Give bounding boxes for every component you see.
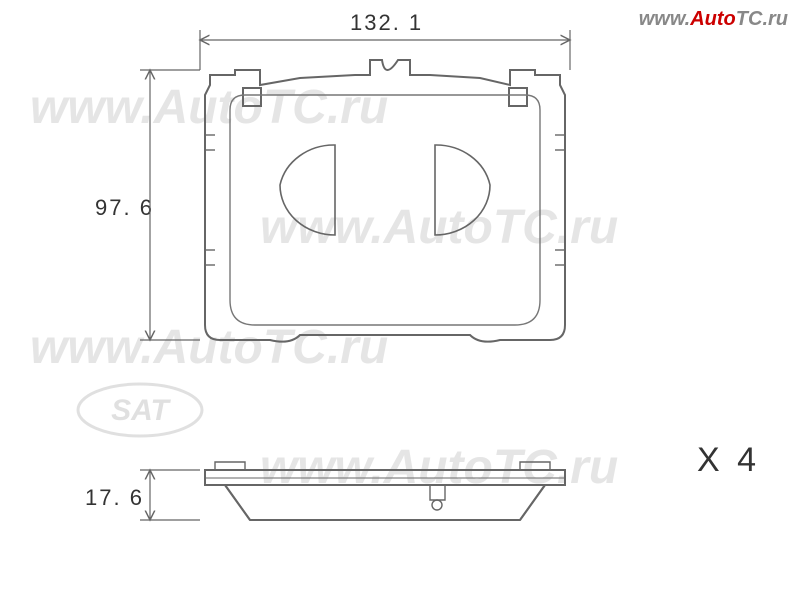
dim-height (140, 70, 200, 340)
dim-thickness (140, 470, 200, 520)
side-view (205, 462, 565, 520)
technical-drawing (0, 0, 800, 600)
dim-width (200, 30, 570, 70)
front-view (205, 60, 565, 342)
